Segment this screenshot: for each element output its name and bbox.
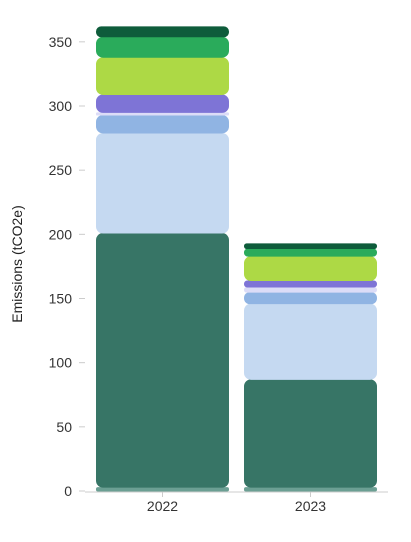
bar-segment <box>244 292 377 305</box>
bar-segment <box>244 286 377 293</box>
x-tick-label: 2022 <box>147 498 178 514</box>
y-tick-label: 50 <box>56 419 72 435</box>
bars <box>96 26 377 492</box>
bar-segment <box>96 233 229 488</box>
bar-segment <box>96 94 229 113</box>
bar-segment <box>244 303 377 380</box>
bar-segment <box>96 487 229 492</box>
y-axis: 0 50 100 150 200 250 300 350 <box>49 34 85 499</box>
bar-segment <box>244 379 377 488</box>
bar-segment <box>244 280 377 288</box>
y-tick-label: 350 <box>49 34 73 50</box>
bar-segment <box>96 57 229 95</box>
y-tick-label: 100 <box>49 355 73 371</box>
y-tick-label: 0 <box>64 483 72 499</box>
y-tick-label: 250 <box>49 162 73 178</box>
bar-segment <box>244 248 377 257</box>
y-tick-label: 200 <box>49 226 73 242</box>
y-tick-label: 150 <box>49 291 73 307</box>
bar-segment <box>96 112 229 116</box>
y-axis-title: Emissions (tCO2e) <box>9 205 25 322</box>
bar-segment <box>244 256 377 282</box>
x-axis: 2022 2023 <box>85 491 388 514</box>
x-tick-label: 2023 <box>295 498 326 514</box>
bar-segment <box>96 114 229 134</box>
bar-segment <box>244 487 377 492</box>
bar-segment <box>244 243 377 249</box>
y-tick-label: 300 <box>49 98 73 114</box>
bar-segment <box>96 26 229 38</box>
bar-segment <box>96 36 229 58</box>
bar-segment <box>96 132 229 234</box>
